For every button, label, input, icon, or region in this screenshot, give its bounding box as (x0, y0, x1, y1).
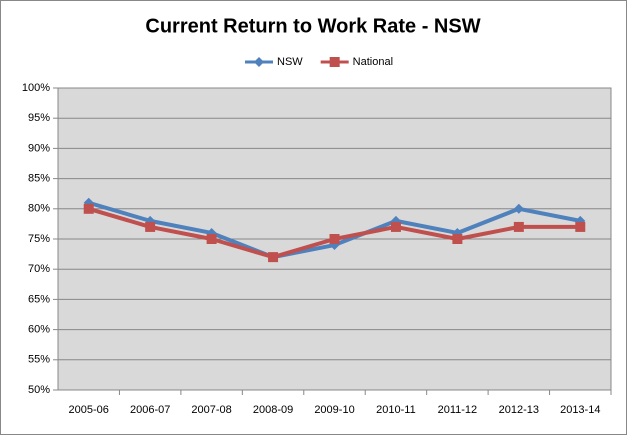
point (575, 221, 586, 232)
point (390, 221, 401, 232)
x-tick-label: 2006-07 (130, 404, 170, 416)
y-tick-label: 55% (28, 354, 50, 366)
legend-label: NSW (277, 56, 303, 68)
y-tick-label: 60% (28, 324, 50, 336)
y-tick-label: 50% (28, 384, 50, 396)
x-tick-label: 2010-11 (376, 404, 416, 416)
y-tick-label: 80% (28, 203, 50, 215)
y-tick-label: 75% (28, 233, 50, 245)
point (268, 252, 279, 263)
x-tick-label: 2011-12 (438, 404, 478, 416)
y-tick-label: 65% (28, 293, 50, 305)
point (513, 221, 524, 232)
point (83, 203, 94, 214)
y-tick-label: 70% (28, 263, 50, 275)
point (145, 221, 156, 232)
y-tick-label: 100% (22, 82, 50, 94)
legend-marker (254, 57, 264, 67)
point (513, 203, 524, 214)
legend-label: National (353, 56, 393, 68)
point (206, 234, 217, 244)
y-tick-label: 90% (28, 142, 50, 154)
chart-title: Current Return to Work Rate - NSW (145, 15, 480, 37)
x-tick-label: 2012-13 (499, 404, 539, 416)
point (452, 234, 463, 244)
y-tick-label: 95% (28, 112, 50, 124)
x-tick-label: 2007-08 (191, 404, 231, 416)
x-tick-label: 2008-09 (253, 404, 293, 416)
x-tick-label: 2013-14 (560, 404, 600, 416)
x-tick-label: 2005-06 (69, 404, 109, 416)
legend-marker (329, 57, 340, 67)
x-tick-label: 2009-10 (314, 404, 354, 416)
y-tick-label: 85% (28, 173, 50, 185)
point (329, 234, 340, 244)
